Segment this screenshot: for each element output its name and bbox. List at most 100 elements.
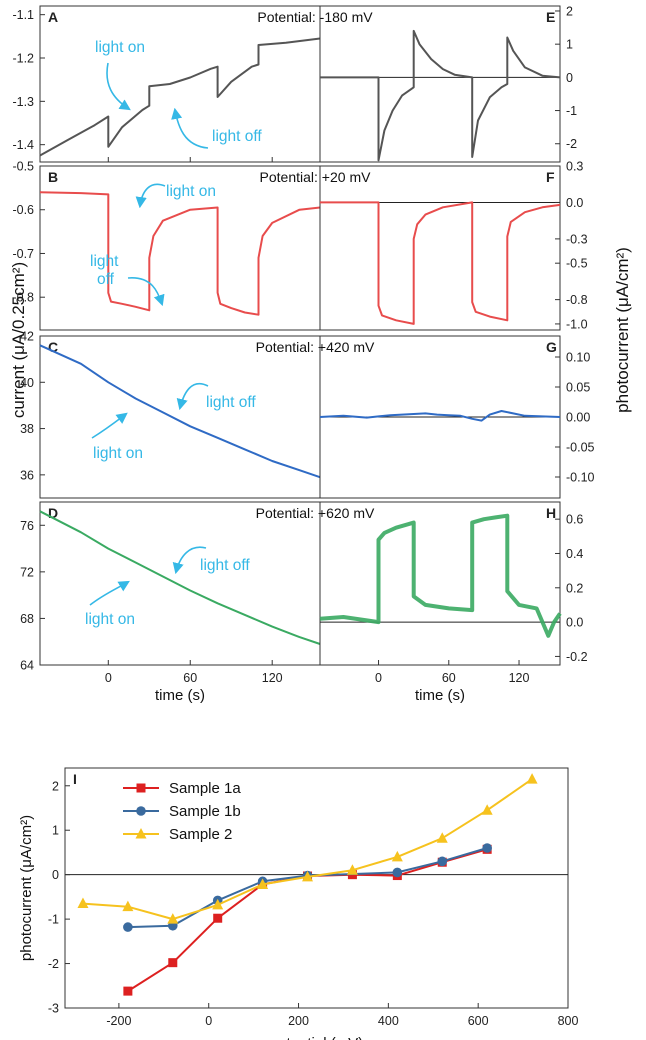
- panel-e-frame: [319, 5, 561, 163]
- panel-f-letter: F: [546, 169, 555, 185]
- panel-f-series-line: [320, 201, 561, 325]
- panel-b-ytick-label: -0.5: [12, 160, 34, 174]
- panel-a-ytick-label: -1.1: [12, 8, 34, 22]
- panel-i-ytick-label: 1: [52, 824, 59, 838]
- panel-i-ytick-label: -2: [48, 957, 59, 971]
- arrow-b-off: [127, 277, 165, 307]
- series-1-point: [482, 843, 492, 853]
- panel-h-ytick-label: 0.4: [566, 547, 583, 561]
- panel-e-ytick-label: 2: [566, 4, 573, 18]
- series-1-point: [123, 922, 133, 932]
- series-2-point: [167, 913, 179, 924]
- panel-a-title: Potential: -180 mV: [257, 9, 373, 25]
- panel-i-xtick-label: 400: [378, 1014, 399, 1028]
- panel-c-series-line: [39, 344, 321, 479]
- series-0-point: [213, 913, 223, 923]
- panel-a-frame: [39, 5, 321, 163]
- arrow-c-light-on: [91, 412, 128, 439]
- arrow-d-light-off: [172, 546, 207, 575]
- panel-h-ytick-label: 0.0: [566, 616, 583, 630]
- panel-f-ytick-label: -0.3: [566, 232, 588, 246]
- panel-b-ytick-label: -0.6: [12, 203, 34, 217]
- panel-c-frame: [39, 335, 321, 499]
- panel-d-frame: [39, 501, 321, 666]
- panel-i-ytick-label: -3: [48, 1002, 59, 1016]
- panel-d-x-axis-label: time (s): [155, 687, 205, 704]
- panel-a-ytick-label: -1.3: [12, 95, 34, 109]
- annotation-b-off: off: [97, 271, 115, 288]
- arrow-d-light-on: [89, 580, 130, 606]
- panel-h-x-axis-label: time (s): [415, 687, 465, 704]
- panel-g-ytick-label: -0.10: [566, 471, 595, 485]
- series-2-point: [391, 850, 403, 862]
- panel-f-frame: [319, 165, 561, 331]
- panel-a-ytick-label: -1.4: [12, 138, 34, 152]
- series-2-point: [122, 900, 134, 912]
- panel-b: -0.5 -0.6 -0.7 -0.8 B Potential: +20 mV: [12, 160, 371, 331]
- panel-d-xtick-label: 0: [105, 671, 112, 685]
- panel-i: 2 1 0 -1 -2 -3 -200 0 200 400 600 800 potential (mV)…: [18, 767, 579, 1040]
- left-y-axis-label: current (μA/0.25cm²): [9, 262, 28, 418]
- panel-f-ytick-label: 0.0: [566, 196, 583, 210]
- panel-f-ytick-label: -1.0: [566, 317, 588, 331]
- panel-b-letter: B: [48, 169, 58, 185]
- panel-h: 0.6 0.4 0.2 0.0 -0.2 0 60 120 time (s) H: [319, 501, 588, 704]
- legend-label-2: Sample 2: [169, 826, 232, 843]
- panel-e-letter: E: [546, 9, 555, 25]
- annotation-d-light-on: light on: [85, 611, 135, 628]
- panel-i-ytick-label: -1: [48, 913, 59, 927]
- annotation-b-light: light: [90, 253, 119, 270]
- legend-marker-1: [136, 806, 146, 816]
- panel-h-xtick-label: 120: [509, 671, 530, 685]
- panel-e-ytick-label: 1: [566, 38, 573, 52]
- panel-b-ytick-label: -0.8: [12, 291, 34, 305]
- series-2-point: [302, 870, 314, 882]
- panel-g: 0.10 0.05 0.00 -0.05 -0.10 G: [319, 335, 595, 499]
- panel-c-ytick-label: 38: [20, 422, 34, 436]
- panel-f-ytick-label: 0.3: [566, 160, 583, 174]
- panel-c-title: Potential: +420 mV: [256, 339, 375, 355]
- annotations: light on light off light on light off li…: [85, 39, 262, 628]
- panel-h-letter: H: [546, 505, 556, 521]
- panel-b-series-line: [39, 191, 321, 316]
- panel-a-letter: A: [48, 9, 58, 25]
- panel-h-ytick-label: 0.6: [566, 513, 583, 527]
- panel-h-ytick-label: -0.2: [566, 650, 588, 664]
- panel-i-xtick-label: 800: [558, 1014, 579, 1028]
- panel-f-ytick-label: -0.5: [566, 257, 588, 271]
- panel-c-ytick-label: 40: [20, 376, 34, 390]
- panel-a: -1.1 -1.2 -1.3 -1.4 A Potential: -180 mV: [12, 5, 373, 163]
- panel-d-letter: D: [48, 505, 58, 521]
- annotation-a-light-on: light on: [95, 39, 145, 56]
- annotation-a-light-off: light off: [212, 128, 262, 145]
- panel-i-xtick-label: 200: [288, 1014, 309, 1028]
- panel-e: 2 1 0 -1 -2 E: [319, 4, 577, 163]
- panel-i-x-axis-label: potential (mV): [270, 1035, 363, 1040]
- panel-h-series-line: [319, 513, 562, 638]
- panel-c-letter: C: [48, 339, 58, 355]
- series-2-point: [257, 878, 269, 889]
- panel-d-title: Potential: +620 mV: [256, 505, 375, 521]
- panel-d-ytick-label: 64: [20, 659, 34, 673]
- panel-b-title: Potential: +20 mV: [260, 169, 372, 185]
- series-1-point: [392, 867, 403, 878]
- panel-f-ytick-label: -0.8: [566, 293, 588, 307]
- series-2-point: [77, 897, 89, 909]
- panel-b-ytick-label: -0.7: [12, 247, 34, 261]
- panel-g-ytick-label: 0.05: [566, 381, 590, 395]
- legend-marker-0: [136, 783, 146, 793]
- series-2-point: [526, 773, 538, 784]
- panel-a-series-line: [39, 37, 321, 157]
- annotation-d-light-off: light off: [200, 557, 250, 574]
- series-2-point: [436, 832, 448, 843]
- arrow-a-light-off: [171, 107, 209, 149]
- panel-i-series-line: [82, 778, 533, 921]
- panel-g-letter: G: [546, 339, 557, 355]
- panel-f: 0.3 0.0 -0.3 -0.5 -0.8 -1.0 F: [319, 160, 588, 331]
- panel-i-xtick-label: 0: [205, 1014, 212, 1028]
- panel-d-xtick-label: 120: [262, 671, 283, 685]
- right-y-axis-label: photocurrent (μA/cm²): [613, 247, 632, 413]
- panel-h-xtick-label: 0: [375, 671, 382, 685]
- panel-g-series-line: [319, 410, 561, 422]
